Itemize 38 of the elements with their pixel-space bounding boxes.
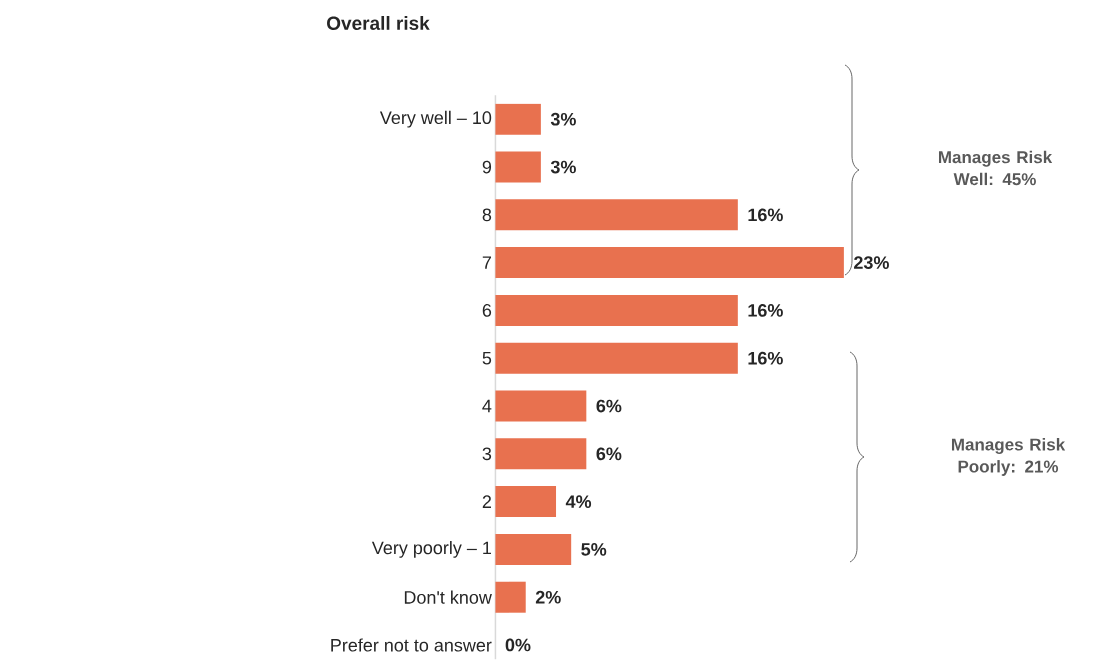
bar (495, 533, 572, 565)
bar (495, 294, 738, 326)
data-label: 3% (550, 160, 576, 174)
data-label: 16% (748, 351, 783, 365)
y-tick-label: 3 (482, 447, 492, 460)
y-tick-label: 7 (482, 256, 491, 269)
bar (495, 246, 844, 278)
data-label: 23% (854, 255, 889, 269)
y-tick-label: Very well – 10 (379, 110, 492, 128)
y-tick-label: Prefer not to answer (331, 638, 492, 652)
text: Manages Risk Poorly: 21% (951, 437, 1066, 476)
y-tick-label: 5 (482, 351, 492, 365)
text: Manages Risk Well: 45% (938, 150, 1053, 185)
y-tick-label: Very poorly – 1 (371, 540, 491, 558)
y-tick-label: Don't know (404, 590, 492, 604)
bar (495, 581, 526, 613)
data-label: 0% (505, 638, 531, 652)
bar (495, 103, 541, 135)
data-label: 4% (565, 495, 592, 508)
bar (495, 485, 557, 517)
data-label: 2% (535, 590, 561, 604)
bar (495, 390, 587, 422)
y-tick-label: 6 (482, 303, 492, 317)
bar (495, 438, 587, 470)
bar (495, 151, 541, 183)
data-label: 16% (748, 303, 783, 317)
data-label: 5% (581, 542, 607, 556)
y-tick-label: 2 (482, 495, 491, 508)
data-label: 6% (596, 399, 622, 413)
bar (495, 342, 738, 374)
y-tick-label: 4 (482, 399, 492, 412)
y-tick-label: 8 (482, 208, 492, 221)
y-tick-label: 9 (482, 160, 492, 174)
data-label: 6% (596, 447, 622, 460)
data-label: 16% (748, 208, 783, 221)
bar (495, 199, 738, 231)
chart-title: Overall risk (327, 15, 430, 30)
data-label: 3% (550, 112, 576, 126)
